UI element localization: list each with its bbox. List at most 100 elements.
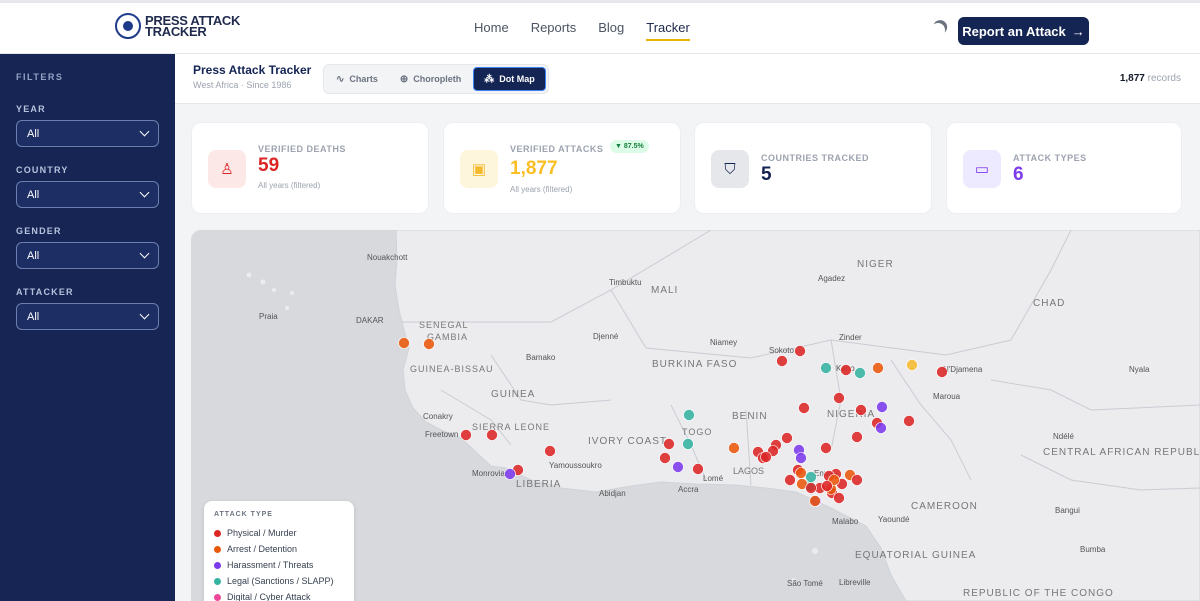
legend-item-digital[interactable]: Digital / Cyber Attack — [214, 589, 344, 601]
attack-marker-harassment[interactable] — [672, 461, 684, 473]
map-label: CHAD — [1033, 298, 1065, 309]
attack-marker-physical[interactable] — [820, 442, 832, 454]
attack-marker-arrest[interactable] — [809, 495, 821, 507]
nav-tracker[interactable]: Tracker — [646, 20, 690, 41]
country-select[interactable]: All — [16, 181, 159, 208]
tab-choropleth[interactable]: ⊕ Choropleth — [390, 67, 471, 91]
legend-item-legal[interactable]: Legal (Sanctions / SLAPP) — [214, 573, 344, 589]
attacks-label: VERIFIED ATTACKS — [510, 144, 604, 154]
map-label: EQUATORIAL GUINEA — [855, 550, 976, 561]
map-label: Djenné — [593, 332, 619, 341]
attack-marker-physical[interactable] — [460, 429, 472, 441]
attack-marker-physical[interactable] — [544, 445, 556, 457]
map-label: Bamako — [526, 353, 556, 362]
map-label: Bumba — [1080, 545, 1106, 554]
attack-marker-physical[interactable] — [776, 355, 788, 367]
attack-marker-physical[interactable] — [663, 438, 675, 450]
attack-marker-harassment[interactable] — [876, 401, 888, 413]
map-label: Libreville — [839, 578, 871, 587]
chevron-down-icon — [139, 309, 150, 320]
map-label: Zinder — [839, 333, 862, 342]
attack-marker-physical[interactable] — [833, 492, 845, 504]
attack-marker-physical[interactable] — [840, 364, 852, 376]
legend-swatch — [214, 593, 221, 601]
attack-marker-harassment[interactable] — [504, 468, 516, 480]
attack-marker-yellow[interactable] — [906, 359, 918, 371]
map-label: Yamoussoukro — [549, 461, 602, 470]
dot-map[interactable]: Nouakchott Timbuktu MALI NIGER Agadez CH… — [191, 230, 1200, 601]
attack-marker-physical[interactable] — [784, 474, 796, 486]
attacks-note: All years (filtered) — [510, 185, 573, 194]
map-label: BURKINA FASO — [652, 359, 737, 370]
attack-marker-legal[interactable] — [682, 438, 694, 450]
attack-marker-physical[interactable] — [805, 482, 817, 494]
legend-label: Harassment / Threats — [227, 560, 314, 570]
records-number: 1,877 — [1119, 73, 1145, 84]
records-label: records — [1147, 73, 1181, 84]
attack-marker-physical[interactable] — [821, 480, 833, 492]
tab-charts[interactable]: ∿ Charts — [326, 67, 388, 91]
folder-icon: ▭ — [963, 150, 1001, 188]
attack-marker-physical[interactable] — [781, 432, 793, 444]
attack-marker-legal[interactable] — [683, 409, 695, 421]
legend-label: Legal (Sanctions / SLAPP) — [227, 576, 334, 586]
year-select-value: All — [27, 127, 40, 140]
map-label: NIGERIA — [827, 409, 875, 420]
attack-marker-legal[interactable] — [854, 367, 866, 379]
nav-blog[interactable]: Blog — [598, 20, 625, 35]
filter-attacker-label: ATTACKER — [16, 287, 74, 297]
records-count: 1,877 records — [1120, 73, 1181, 84]
attack-marker-physical[interactable] — [833, 392, 845, 404]
attack-marker-arrest[interactable] — [728, 442, 740, 454]
attack-marker-physical[interactable] — [851, 474, 863, 486]
calendar-icon: ▣ — [460, 150, 498, 188]
attack-marker-physical[interactable] — [851, 431, 863, 443]
attack-marker-arrest[interactable] — [398, 337, 410, 349]
dark-mode-toggle-icon[interactable] — [929, 21, 947, 39]
attack-marker-physical[interactable] — [659, 452, 671, 464]
attack-marker-physical[interactable] — [486, 429, 498, 441]
legend-item-harassment[interactable]: Harassment / Threats — [214, 557, 344, 573]
map-label: N'Djamena — [943, 365, 983, 374]
attack-marker-harassment[interactable] — [795, 452, 807, 464]
nav-reports[interactable]: Reports — [530, 20, 577, 35]
nav-home[interactable]: Home — [474, 20, 509, 35]
tab-dot-map[interactable]: ⁂ Dot Map — [473, 67, 546, 91]
attack-marker-physical[interactable] — [936, 366, 948, 378]
gender-select[interactable]: All — [16, 242, 159, 269]
report-attack-button[interactable]: Report an Attack → — [958, 17, 1089, 45]
attack-marker-legal[interactable] — [820, 362, 832, 374]
attacker-select-value: All — [27, 310, 40, 323]
brand-logo[interactable]: PRESS ATTACK TRACKER — [115, 13, 240, 39]
tracker-subheader: Press Attack Tracker West Africa · Since… — [175, 54, 1200, 104]
attacker-select[interactable]: All — [16, 303, 159, 330]
attack-marker-harassment[interactable] — [875, 422, 887, 434]
attack-marker-physical[interactable] — [692, 463, 704, 475]
attack-marker-physical[interactable] — [798, 402, 810, 414]
attack-marker-physical[interactable] — [855, 404, 867, 416]
map-label: NIGER — [857, 259, 894, 270]
island — [792, 578, 796, 582]
attack-marker-physical[interactable] — [794, 345, 806, 357]
legend-swatch — [214, 561, 221, 569]
countries-value: 5 — [761, 164, 772, 185]
legend-item-arrest[interactable]: Arrest / Detention — [214, 541, 344, 557]
year-select[interactable]: All — [16, 120, 159, 147]
stat-card-countries: ⛉ COUNTRIES TRACKED 5 — [694, 122, 932, 214]
attack-marker-physical[interactable] — [903, 415, 915, 427]
map-label: Accra — [678, 485, 699, 494]
attack-marker-legal[interactable] — [805, 471, 817, 483]
attack-marker-arrest[interactable] — [872, 362, 884, 374]
map-label: CAMEROON — [911, 501, 978, 512]
attack-marker-physical[interactable] — [760, 451, 772, 463]
map-label: SENEGAL — [419, 320, 469, 330]
map-label: Malabo — [832, 517, 859, 526]
legend-item-physical[interactable]: Physical / Murder — [214, 525, 344, 541]
tab-charts-label: Charts — [349, 74, 378, 84]
map-canvas[interactable]: Nouakchott Timbuktu MALI NIGER Agadez CH… — [191, 230, 1200, 601]
attack-marker-arrest[interactable] — [795, 467, 807, 479]
brand-line1: PRESS ATTACK — [145, 13, 241, 28]
map-label: Nouakchott — [367, 253, 408, 262]
filter-gender-label: GENDER — [16, 226, 62, 236]
attack-marker-arrest[interactable] — [423, 338, 435, 350]
